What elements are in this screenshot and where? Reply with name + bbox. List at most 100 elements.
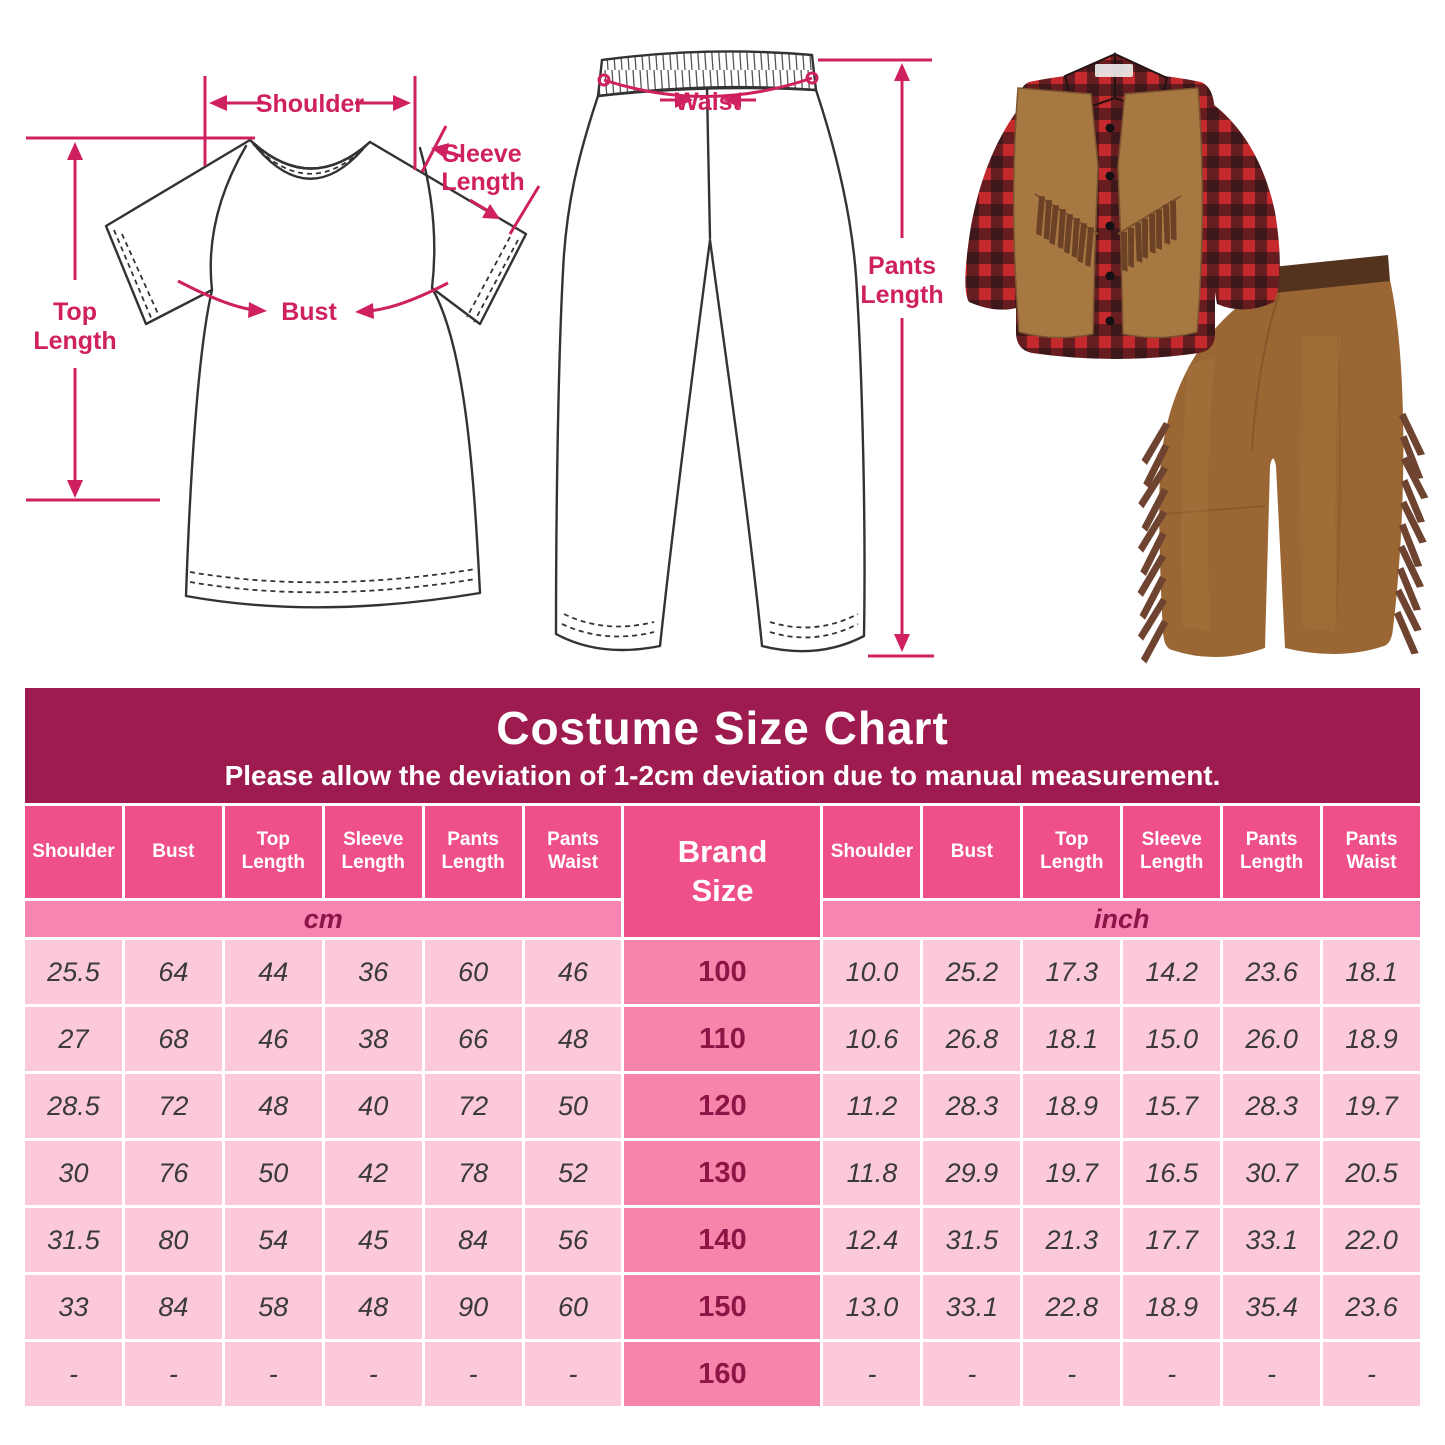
cm-value-r4-c0: 31.5: [25, 1208, 122, 1272]
inch-value-r3-c2: 19.7: [1023, 1141, 1121, 1205]
waist-curve-end-left: [597, 73, 611, 87]
inch-value-r0-c4: 23.6: [1223, 940, 1321, 1004]
bust-arrowhead-right: [355, 303, 374, 319]
hem-stitch-right-1: [769, 623, 859, 639]
inch-value-r2-c5: 19.7: [1323, 1074, 1420, 1138]
col-header-cm-2: Top Length: [224, 806, 322, 898]
cm-value-r1-c4: 66: [424, 1007, 522, 1071]
top-length-arrowhead-up: [67, 142, 83, 160]
chaps-pleat: [1251, 293, 1280, 452]
brand-size-value-6: 160: [624, 1342, 821, 1406]
inch-value-r6-c5: -: [1323, 1342, 1420, 1406]
pants-length-arrowhead-up: [894, 63, 910, 81]
size-table: Shoulder Bust Top Length Sleeve Length Pants…: [25, 806, 1420, 1406]
pants-measurement-diagram: Waist Pants Length: [554, 50, 944, 658]
chart-subtitle: Please allow the deviation of 1-2cm devi…: [224, 760, 1221, 791]
inch-value-r3-c5: 20.5: [1323, 1141, 1420, 1205]
pants-length-label-2: Length: [860, 281, 943, 309]
inch-value-r6-c3: -: [1123, 1342, 1221, 1406]
cm-value-r3-c1: 76: [124, 1141, 222, 1205]
chart-title: Costume Size Chart: [496, 702, 949, 754]
brand-size-value-3: 130: [624, 1141, 821, 1205]
sleeve-length-label-1: Sleeve: [442, 140, 521, 168]
chaps-belt: [1253, 255, 1390, 295]
cm-value-r0-c4: 60: [424, 940, 522, 1004]
col-header-inch-4: Pants Length: [1223, 806, 1321, 898]
bust-arrowhead-left: [248, 302, 267, 318]
cm-value-r6-c2: -: [224, 1342, 322, 1406]
sleeve-length-label-2: Length: [441, 168, 524, 196]
inch-value-r1-c5: 18.9: [1323, 1007, 1420, 1071]
pants-outline: [554, 86, 866, 653]
cm-value-r2-c5: 50: [524, 1074, 622, 1138]
top-length-label-2: Length: [33, 327, 116, 355]
brand-size-value-5: 150: [624, 1275, 821, 1339]
inch-value-r4-c2: 21.3: [1023, 1208, 1121, 1272]
cm-value-r6-c1: -: [124, 1342, 222, 1406]
chaps-seam-right: [1335, 335, 1341, 635]
cm-value-r3-c0: 30: [25, 1141, 122, 1205]
inch-value-r5-c5: 23.6: [1323, 1275, 1420, 1339]
cm-value-r2-c4: 72: [424, 1074, 522, 1138]
shoulder-arrowhead-right: [393, 95, 411, 111]
cm-value-r1-c5: 48: [524, 1007, 622, 1071]
costume-photo: [965, 52, 1431, 665]
inch-value-r2-c2: 18.9: [1023, 1074, 1121, 1138]
fringed-vest: [1013, 87, 1203, 339]
chaps-body: [1159, 280, 1404, 658]
cm-value-r0-c1: 64: [124, 940, 222, 1004]
collar-outer: [248, 138, 372, 170]
vest-fringe-seam-left: [1034, 193, 1099, 235]
col-header-cm-0: Shoulder: [25, 806, 122, 898]
inch-value-r2-c0: 11.2: [823, 1074, 921, 1138]
cm-value-r5-c1: 84: [124, 1275, 222, 1339]
cm-value-r4-c2: 54: [224, 1208, 322, 1272]
cm-value-r4-c4: 84: [424, 1208, 522, 1272]
chaps-seam-left: [1163, 505, 1266, 515]
col-header-inch-1: Bust: [923, 806, 1021, 898]
cm-value-r2-c3: 40: [324, 1074, 422, 1138]
inch-value-r3-c3: 16.5: [1123, 1141, 1221, 1205]
waist-curve-end-right: [805, 71, 819, 85]
hem-stitch-1: [189, 578, 477, 594]
inch-value-r4-c1: 31.5: [923, 1208, 1021, 1272]
col-header-cm-3: Sleeve Length: [324, 806, 422, 898]
cm-value-r0-c0: 25.5: [25, 940, 122, 1004]
brand-size-value-1: 110: [624, 1007, 821, 1071]
inch-value-r6-c0: -: [823, 1342, 921, 1406]
brand-size-value-0: 100: [624, 940, 821, 1004]
inch-value-r6-c1: -: [923, 1342, 1021, 1406]
shoulder-label: Shoulder: [256, 90, 365, 118]
elastic-waistband: [596, 50, 818, 98]
cm-value-r4-c5: 56: [524, 1208, 622, 1272]
cm-value-r6-c0: -: [25, 1342, 122, 1406]
inch-value-r1-c3: 15.0: [1123, 1007, 1221, 1071]
center-seam: [705, 86, 712, 240]
cm-value-r5-c2: 58: [224, 1275, 322, 1339]
unit-inch: inch: [823, 901, 1420, 937]
col-header-inch-3: Sleeve Length: [1123, 806, 1221, 898]
cm-value-r0-c5: 46: [524, 940, 622, 1004]
measurement-diagrams: Shoulder Top Length Bust Sleeve Length: [0, 0, 1445, 688]
shirt-buttons: [1105, 123, 1115, 326]
cm-value-r4-c3: 45: [324, 1208, 422, 1272]
inch-value-r5-c3: 18.9: [1123, 1275, 1221, 1339]
inch-value-r2-c3: 15.7: [1123, 1074, 1221, 1138]
cm-value-r6-c5: -: [524, 1342, 622, 1406]
waist-label: Waist: [675, 88, 741, 116]
cm-value-r1-c0: 27: [25, 1007, 122, 1071]
inch-value-r3-c0: 11.8: [823, 1141, 921, 1205]
sleeve-arrowhead-1: [431, 143, 449, 159]
unit-cm: cm: [25, 901, 622, 937]
bust-label: Bust: [281, 298, 337, 326]
cm-value-r5-c3: 48: [324, 1275, 422, 1339]
col-header-inch-0: Shoulder: [823, 806, 921, 898]
pants-length-arrowhead-down: [894, 634, 910, 652]
hem-stitch-left-1: [561, 623, 655, 638]
shirt-outline: [104, 138, 528, 609]
armhole-left: [209, 144, 248, 292]
cuff-stitch-right-1: [473, 239, 519, 323]
brand-size-header-line: Brand: [677, 833, 768, 869]
cm-value-r1-c3: 38: [324, 1007, 422, 1071]
